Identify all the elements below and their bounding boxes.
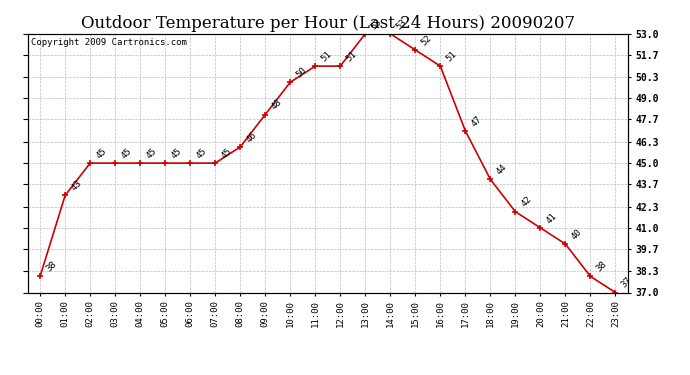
Text: 45: 45 xyxy=(219,146,233,160)
Text: 45: 45 xyxy=(119,146,133,160)
Text: 38: 38 xyxy=(44,260,58,273)
Text: 51: 51 xyxy=(319,50,333,63)
Text: 45: 45 xyxy=(144,146,158,160)
Text: 51: 51 xyxy=(444,50,458,63)
Text: 46: 46 xyxy=(244,130,258,144)
Text: 43: 43 xyxy=(69,179,83,193)
Text: 44: 44 xyxy=(495,162,509,177)
Text: 47: 47 xyxy=(469,114,484,128)
Text: 37: 37 xyxy=(620,276,633,290)
Text: 48: 48 xyxy=(269,98,284,112)
Text: Copyright 2009 Cartronics.com: Copyright 2009 Cartronics.com xyxy=(30,38,186,46)
Text: 53: 53 xyxy=(395,17,408,31)
Text: 38: 38 xyxy=(595,260,609,273)
Text: 45: 45 xyxy=(169,146,184,160)
Text: 45: 45 xyxy=(95,146,108,160)
Title: Outdoor Temperature per Hour (Last 24 Hours) 20090207: Outdoor Temperature per Hour (Last 24 Ho… xyxy=(81,15,575,32)
Text: 40: 40 xyxy=(569,227,584,241)
Text: 51: 51 xyxy=(344,50,358,63)
Text: 52: 52 xyxy=(420,33,433,47)
Text: 42: 42 xyxy=(520,195,533,209)
Text: 50: 50 xyxy=(295,66,308,80)
Text: 41: 41 xyxy=(544,211,558,225)
Text: 53: 53 xyxy=(369,17,384,31)
Text: 45: 45 xyxy=(195,146,208,160)
